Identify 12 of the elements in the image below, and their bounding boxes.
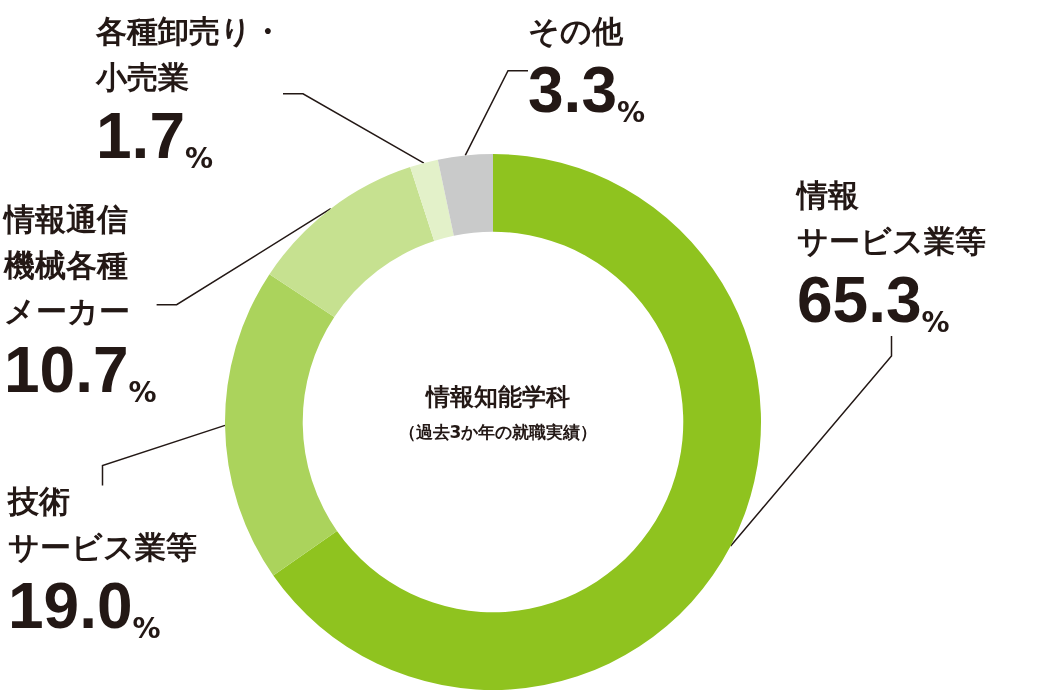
text: 情報知能学科 bbox=[424, 383, 570, 411]
data-label: 19.0% bbox=[8, 570, 161, 645]
data-label: 1.7% bbox=[96, 100, 214, 175]
data-label: 3.3% bbox=[528, 54, 646, 129]
slice-label: 情報サービス業等 bbox=[795, 177, 986, 259]
text: （過去3か年の就職実績） bbox=[398, 421, 598, 442]
slice-label: 技術サービス業等 bbox=[7, 483, 197, 565]
data-label: 10.7% bbox=[4, 334, 157, 409]
data-label: 65.3% bbox=[797, 264, 950, 339]
slice-label: その他 bbox=[528, 13, 624, 49]
slice-label: 各種卸売り・小売業 bbox=[95, 13, 283, 95]
slice-label: 情報通信機械各種メーカー bbox=[2, 201, 130, 329]
